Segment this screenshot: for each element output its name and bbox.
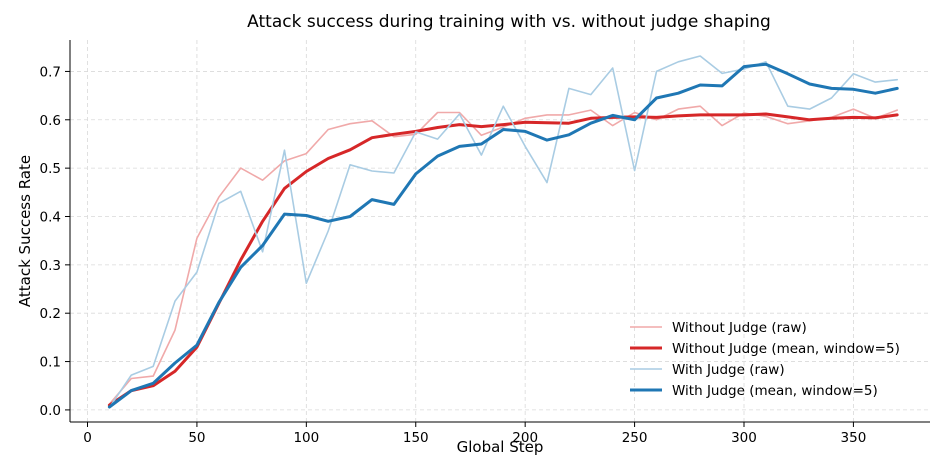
x-tick-label: 350 bbox=[841, 430, 867, 446]
y-tick-label: 0.6 bbox=[40, 113, 61, 129]
series-lines bbox=[107, 55, 899, 409]
axes bbox=[69, 40, 930, 423]
y-axis-label: Attack Success Rate bbox=[16, 155, 34, 307]
series-line-2 bbox=[107, 112, 899, 407]
x-tick-label: 200 bbox=[512, 430, 538, 446]
y-tick-label: 0.3 bbox=[40, 258, 61, 274]
y-tick-label: 0.1 bbox=[40, 355, 61, 371]
series-line-3 bbox=[108, 55, 899, 409]
x-tick-label: 250 bbox=[622, 430, 648, 446]
y-axis-ticks: 0.0 0.1 0.2 0.3 0.4 0.5 0.6 0.7 bbox=[40, 64, 70, 419]
series-line-1 bbox=[108, 105, 899, 405]
y-tick-label: 0.7 bbox=[40, 64, 61, 80]
series-line-4 bbox=[107, 62, 899, 409]
x-axis-ticks: 0 50 100 150 200 250 300 350 bbox=[83, 422, 866, 446]
x-tick-label: 300 bbox=[731, 430, 757, 446]
y-tick-label: 0.2 bbox=[40, 306, 61, 322]
legend-label-4: With Judge (mean, window=5) bbox=[672, 383, 878, 399]
chart-title: Attack success during training with vs. … bbox=[247, 12, 771, 32]
x-axis-label: Global Step bbox=[457, 438, 544, 456]
x-tick-label: 50 bbox=[188, 430, 205, 446]
x-tick-label: 150 bbox=[403, 430, 429, 446]
legend-label-2: Without Judge (mean, window=5) bbox=[672, 341, 900, 357]
y-tick-label: 0.4 bbox=[40, 209, 61, 225]
y-tick-label: 0.5 bbox=[40, 161, 61, 177]
legend-label-3: With Judge (raw) bbox=[672, 362, 785, 378]
legend: Without Judge (raw) Without Judge (mean, … bbox=[630, 320, 900, 399]
y-tick-label: 0.0 bbox=[40, 403, 61, 419]
x-tick-label: 0 bbox=[83, 430, 92, 446]
x-tick-label: 100 bbox=[293, 430, 319, 446]
grid bbox=[70, 40, 930, 422]
legend-label-1: Without Judge (raw) bbox=[672, 320, 807, 336]
